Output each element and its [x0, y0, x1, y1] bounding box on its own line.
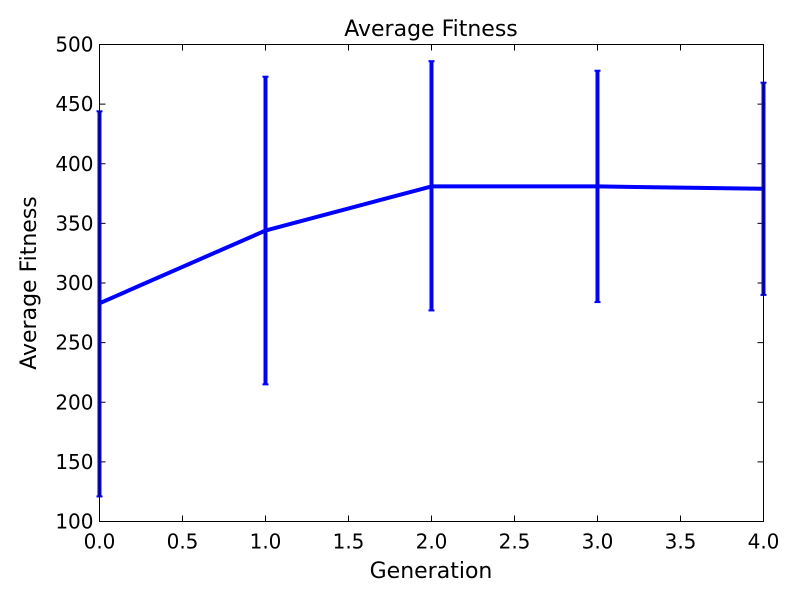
- x-tick-label: 0.0: [84, 530, 116, 554]
- y-tick-label: 250: [55, 331, 93, 355]
- x-tick-label: 0.5: [167, 530, 199, 554]
- x-tick-label: 2.0: [416, 530, 448, 554]
- y-tick-label: 150: [55, 450, 93, 474]
- y-tick-label: 350: [55, 211, 93, 235]
- y-tick-label: 400: [55, 152, 93, 176]
- y-tick-label: 100: [55, 510, 93, 534]
- x-tick-label: 4.0: [748, 530, 780, 554]
- x-axis-label: Generation: [370, 559, 493, 584]
- y-tick-label: 200: [55, 390, 93, 414]
- x-tick-label: 2.5: [499, 530, 531, 554]
- x-tick-label: 1.0: [250, 530, 282, 554]
- x-tick-label: 3.5: [665, 530, 697, 554]
- plot-frame: [99, 44, 764, 522]
- axis-ticks: 0.0 0.5 1.0 1.5 2.0 2.5 3.0 3.5 4.0 100 150 200 250 3…: [55, 33, 779, 554]
- x-tick-label: 1.5: [333, 530, 365, 554]
- y-axis-label: Average Fitness: [17, 196, 42, 370]
- plot-content: [96, 60, 767, 498]
- y-tick-label: 450: [55, 92, 93, 116]
- y-tick-label: 500: [55, 33, 93, 57]
- chart-title: Average Fitness: [344, 17, 518, 42]
- x-tick-label: 3.0: [582, 530, 614, 554]
- y-tick-label: 300: [55, 271, 93, 295]
